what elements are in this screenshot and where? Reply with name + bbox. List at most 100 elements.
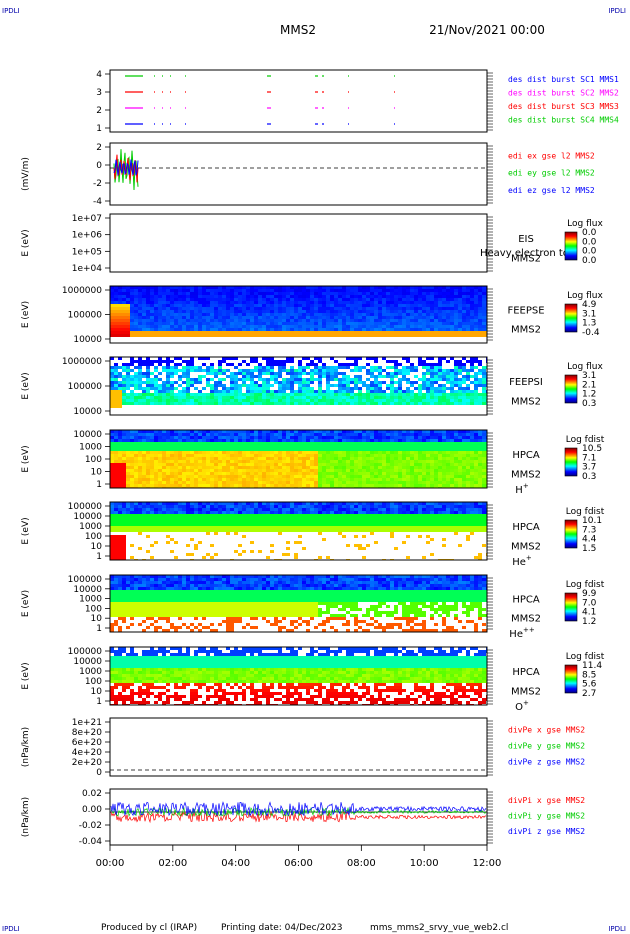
spectrogram-cell [310,363,314,366]
spectrogram-cell [242,454,246,457]
spectrogram-cell [422,334,426,337]
spectrogram-cell [302,445,306,448]
spectrogram-cell [322,316,326,319]
spectrogram-cell [122,316,126,319]
spectrogram-cell [274,402,278,405]
spectrogram-cell [134,442,138,445]
spectrogram-cell [330,433,334,436]
spectrogram-cell [130,393,134,396]
spectrogram-cell [122,442,126,445]
spectrogram-cell [346,466,350,469]
spectrogram-cell [414,292,418,295]
spectrogram-cell [162,439,166,442]
spectrogram-cell [426,454,430,457]
spectrogram-cell [214,381,218,384]
spectrogram-cell [210,396,214,399]
spectrogram-cell [454,451,458,454]
spectrogram-cell [206,325,210,328]
spectrogram-cell [402,372,406,375]
spectrogram-cell [270,454,274,457]
spectrogram-cell [278,286,282,289]
spectrogram-cell [330,295,334,298]
instrument-label: EIS [518,234,534,245]
spectrogram-cell [158,469,162,472]
spectrogram-cell [206,430,210,433]
spectrogram-cell [438,313,442,316]
spectrogram-cell [478,478,482,481]
spectrogram-cell [418,466,422,469]
spectrogram-cell [430,445,434,448]
spectrogram-cell [446,396,450,399]
spectrogram-cell [194,319,198,322]
spectrogram-cell [234,307,238,310]
spectrogram-cell [354,328,358,331]
spectrogram-cell [358,307,362,310]
spectrogram-cell [422,484,426,487]
spectrogram-cell [362,292,366,295]
spectrogram-cell [210,292,214,295]
spectrogram-cell [130,402,134,405]
spectrogram-cell [202,375,206,378]
spectrogram-cell [226,433,230,436]
spectrogram-cell [474,372,478,375]
spectrogram-cell [398,378,402,381]
spectrogram-cell [346,319,350,322]
spectrogram-cell [214,466,218,469]
spectrogram-cell [414,433,418,436]
spectrogram-cell [154,402,158,405]
spectrogram-cell [290,384,294,387]
spectrogram-cell [326,393,330,396]
spectrogram-cell [126,301,130,304]
spectrogram-cell [242,286,246,289]
spectrogram-cell [298,366,302,369]
spectrogram-cell [430,433,434,436]
spectrogram-cell [254,454,258,457]
spectrogram-cell [178,363,182,366]
spectrogram-cell [314,478,318,481]
spectrogram-cell [186,313,190,316]
spectrogram-cell [182,475,186,478]
spectrogram-cell [446,436,450,439]
spectrogram-cell [122,484,126,487]
spectrogram-cell [362,451,366,454]
spectrogram-cell [142,463,146,466]
spectrogram-cell [446,286,450,289]
spectrogram-cell [146,363,150,366]
spectrogram-cell [274,442,278,445]
spectrogram-cell [254,369,258,372]
spectrogram-cell [430,357,434,360]
spectrogram-cell [434,436,438,439]
spectrogram-cell [474,384,478,387]
spectrogram-cell [210,484,214,487]
spectrogram-cell [458,469,462,472]
spectrogram-cell [234,372,238,375]
spectrogram-cell [450,457,454,460]
spectrogram-cell [154,307,158,310]
spectrogram-cell [298,457,302,460]
spectrogram-cell [302,286,306,289]
spectrogram-cell [362,454,366,457]
spectrogram-cell [310,375,314,378]
spectrogram-cell [426,466,430,469]
spectrogram-cell [354,445,358,448]
spectrogram-cell [278,472,282,475]
spectrogram-cell [402,402,406,405]
spectrogram-cell [462,402,466,405]
spectrogram-cell [230,301,234,304]
spectrogram-cell [310,369,314,372]
spectrogram-cell [302,472,306,475]
spectrogram-cell [294,378,298,381]
spectrogram-cell [226,448,230,451]
spectrogram-cell [322,460,326,463]
spectrogram-cell [146,366,150,369]
spectrogram-cell [114,469,118,472]
spectrogram-cell [454,466,458,469]
spectrogram-cell [222,384,226,387]
spectrogram-cell [370,381,374,384]
spectrogram-cell [214,295,218,298]
spectrogram-cell [438,454,442,457]
spectrogram-cell [270,357,274,360]
spectrogram-cell [174,357,178,360]
spectrogram-cell [442,304,446,307]
spectrogram-cell [430,402,434,405]
